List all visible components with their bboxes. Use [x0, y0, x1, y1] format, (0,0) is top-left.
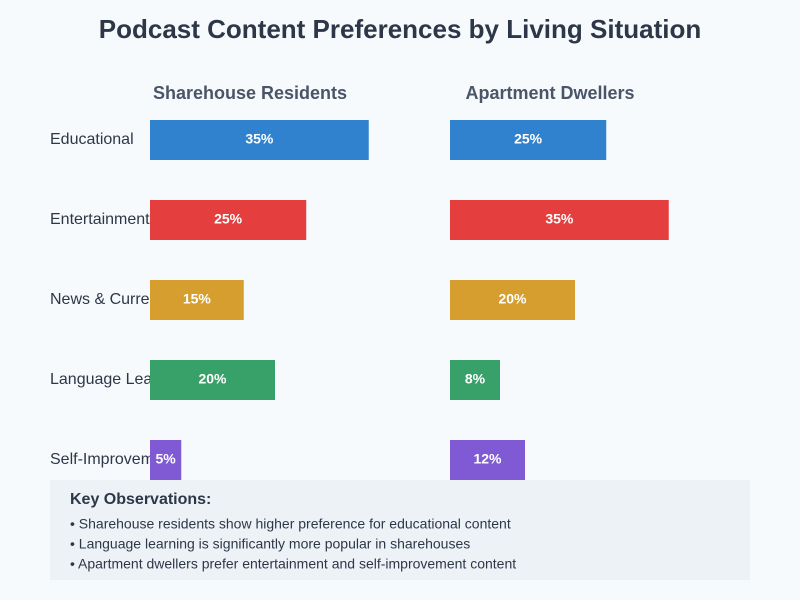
- value-label: 5%: [156, 451, 177, 467]
- category-label: Self-Improvement: [50, 451, 177, 468]
- category-label: Entertainment: [50, 211, 150, 228]
- bar: [150, 120, 369, 160]
- panel-title: Apartment Dwellers: [465, 83, 634, 103]
- bar: [450, 280, 575, 320]
- bar: [150, 440, 182, 480]
- value-label: 25%: [514, 131, 543, 147]
- chart-title: Podcast Content Preferences by Living Si…: [99, 14, 701, 44]
- bar: [150, 280, 244, 320]
- value-label: 20%: [498, 291, 527, 307]
- bar: [450, 440, 525, 480]
- bar: [150, 360, 275, 400]
- observations-box: [50, 480, 750, 580]
- observation-item: • Sharehouse residents show higher prefe…: [70, 516, 511, 532]
- value-label: 12%: [473, 451, 502, 467]
- value-label: 25%: [214, 211, 243, 227]
- value-label: 15%: [183, 291, 212, 307]
- value-label: 35%: [245, 131, 274, 147]
- value-label: 20%: [198, 371, 227, 387]
- bar: [450, 360, 500, 400]
- observation-item: • Apartment dwellers prefer entertainmen…: [70, 556, 516, 572]
- value-label: 8%: [465, 371, 486, 387]
- bar: [150, 200, 307, 240]
- panel-title: Sharehouse Residents: [153, 83, 347, 103]
- bar: [450, 120, 607, 160]
- bar: [450, 200, 669, 240]
- value-label: 35%: [545, 211, 574, 227]
- observations-title: Key Observations:: [70, 491, 211, 508]
- category-label: Educational: [50, 131, 134, 148]
- observation-item: • Language learning is significantly mor…: [70, 536, 470, 552]
